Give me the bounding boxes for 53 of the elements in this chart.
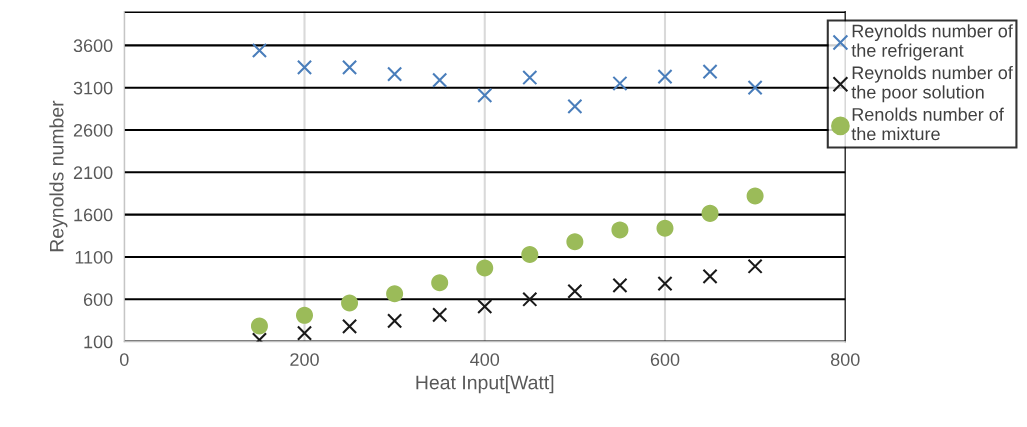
point	[431, 274, 449, 292]
point	[566, 233, 584, 251]
point	[522, 291, 538, 307]
point	[657, 276, 673, 292]
point	[476, 259, 494, 277]
point	[567, 283, 583, 299]
legend-label: Renolds number of the mixture	[851, 107, 1004, 141]
y-tick-label: 1600	[74, 208, 113, 222]
point	[341, 59, 358, 76]
point	[746, 187, 764, 205]
point	[432, 72, 448, 88]
y-tick-label: 3600	[73, 39, 113, 53]
point	[612, 277, 628, 293]
legend-label: Reynolds number of the poor solution	[851, 65, 1013, 103]
point	[702, 268, 718, 285]
point	[296, 325, 313, 341]
point	[702, 63, 718, 80]
x-tick-label: 800	[830, 353, 860, 366]
point	[747, 258, 763, 274]
point	[521, 245, 539, 263]
x-tick-label: 0	[119, 353, 129, 366]
y-tick-label: 1100	[75, 250, 113, 264]
point	[701, 204, 719, 222]
y-tick-label: 100	[84, 335, 113, 349]
point	[611, 221, 629, 239]
point	[341, 294, 359, 312]
point	[386, 285, 404, 303]
x-tick-label: 600	[650, 353, 680, 366]
y-axis-title: Reynolds number	[49, 100, 68, 252]
point	[387, 313, 403, 329]
point	[522, 69, 538, 86]
y-tick-label: 600	[83, 293, 113, 306]
point	[251, 42, 268, 59]
point	[477, 298, 493, 315]
point	[657, 69, 673, 85]
point	[477, 87, 493, 103]
x-axis-title: Heat Input[Watt]	[416, 375, 554, 394]
y-tick-label: 3100	[73, 81, 113, 95]
point	[747, 80, 763, 96]
point	[296, 306, 314, 324]
legend-label: Reynolds number of the refrigerant	[851, 24, 1013, 61]
x-tick-label: 200	[290, 353, 319, 366]
point	[656, 219, 674, 237]
y-tick-label: 2100	[73, 166, 113, 180]
point	[387, 66, 403, 82]
x-tick-label: 400	[470, 353, 500, 366]
point	[432, 307, 448, 323]
y-tick-label: 2600	[73, 123, 113, 137]
point	[341, 318, 358, 334]
point	[567, 98, 583, 114]
point	[296, 59, 313, 76]
point	[612, 75, 628, 92]
point	[250, 317, 268, 335]
